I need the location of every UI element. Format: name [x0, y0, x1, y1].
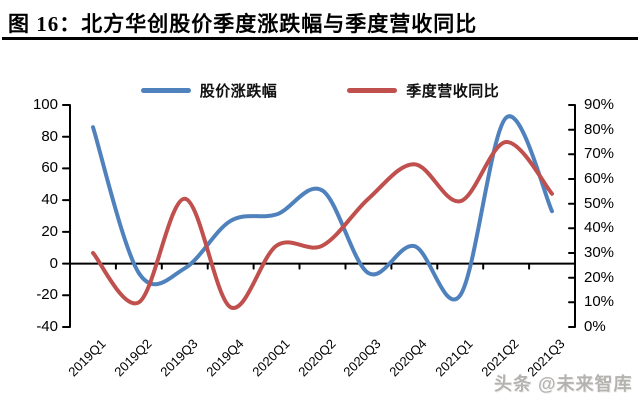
- right-axis-line: [568, 104, 576, 328]
- right-axis-tick-label: 60%: [584, 170, 615, 187]
- left-axis-tick-label: 20: [41, 222, 58, 240]
- right-axis-tick-label: 90%: [584, 96, 615, 113]
- title-divider: [2, 37, 638, 40]
- left-axis-tick-label: -20: [36, 286, 58, 304]
- series-line-stock-change: [91, 114, 554, 302]
- legend-label: 季度营收同比: [406, 83, 500, 100]
- series-line-revenue-yoy: [91, 140, 554, 310]
- right-axis-tick-label: 20%: [584, 268, 615, 286]
- left-axis-tick-label: 0: [49, 254, 58, 272]
- left-axis-line: [62, 104, 71, 328]
- legend-line-swatch-blue: [140, 88, 191, 93]
- right-axis-tick-label: 30%: [584, 244, 615, 261]
- left-axis-tick-label: -40: [36, 318, 58, 335]
- x-axis-zero-line: [69, 262, 576, 270]
- watermark: 头条 @未来智库: [494, 374, 633, 394]
- legend-item-stock-change: 股价涨跌幅: [140, 80, 278, 101]
- left-axis-tick-label: 100: [32, 96, 58, 113]
- left-axis-tick-label: 80: [41, 127, 58, 145]
- right-axis-tick-label: 0%: [584, 318, 606, 335]
- right-axis-tick-label: 80%: [584, 120, 615, 138]
- right-axis-tick-label: 50%: [584, 194, 615, 212]
- right-axis-tick-label: 10%: [584, 293, 615, 311]
- left-axis-tick-label: 60: [41, 159, 58, 177]
- right-axis-tick-label: 40%: [584, 219, 615, 237]
- chart-legend: 股价涨跌幅 季度营收同比: [0, 80, 640, 101]
- legend-label: 股价涨跌幅: [199, 83, 278, 100]
- legend-item-revenue-yoy: 季度营收同比: [347, 80, 499, 101]
- figure-title: 图 16：北方华创股价季度涨跌幅与季度营收同比: [8, 12, 478, 36]
- left-axis-tick-label: 40: [41, 191, 58, 209]
- right-axis-tick-label: 70%: [584, 145, 615, 163]
- legend-line-swatch-red: [347, 88, 398, 93]
